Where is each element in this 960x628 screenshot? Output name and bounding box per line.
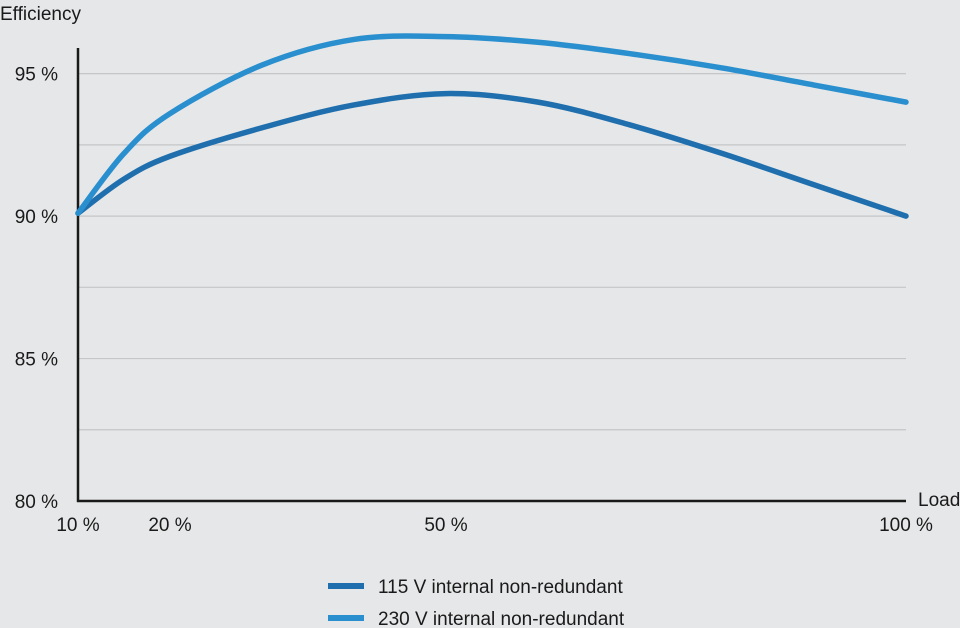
x-tick-label: 100 % (879, 515, 933, 536)
legend-label: 115 V internal non-redundant (378, 577, 623, 598)
x-tick-labels: 10 % 20 % 50 % 100 % (56, 515, 933, 536)
axes (76, 48, 906, 503)
y-tick-label: 85 % (15, 350, 58, 371)
y-tick-label: 90 % (15, 207, 58, 228)
gridlines (78, 73, 906, 431)
legend: 115 V internal non-redundant 230 V intern… (328, 577, 625, 628)
x-tick-label: 10 % (56, 515, 99, 536)
series-line-115v (75, 90, 909, 219)
x-tick-label: 50 % (424, 515, 467, 536)
series-lines (75, 33, 909, 219)
legend-label: 230 V internal non-redundant (378, 609, 625, 628)
y-tick-label: 80 % (15, 492, 58, 513)
series-line-230v (75, 33, 909, 216)
x-axis-title: Load (918, 490, 960, 511)
y-axis-title: Efficiency (0, 4, 81, 25)
x-tick-label: 20 % (148, 515, 191, 536)
y-tick-labels: 80 % 85 % 90 % 95 % (15, 65, 58, 513)
y-tick-label: 95 % (15, 65, 58, 86)
